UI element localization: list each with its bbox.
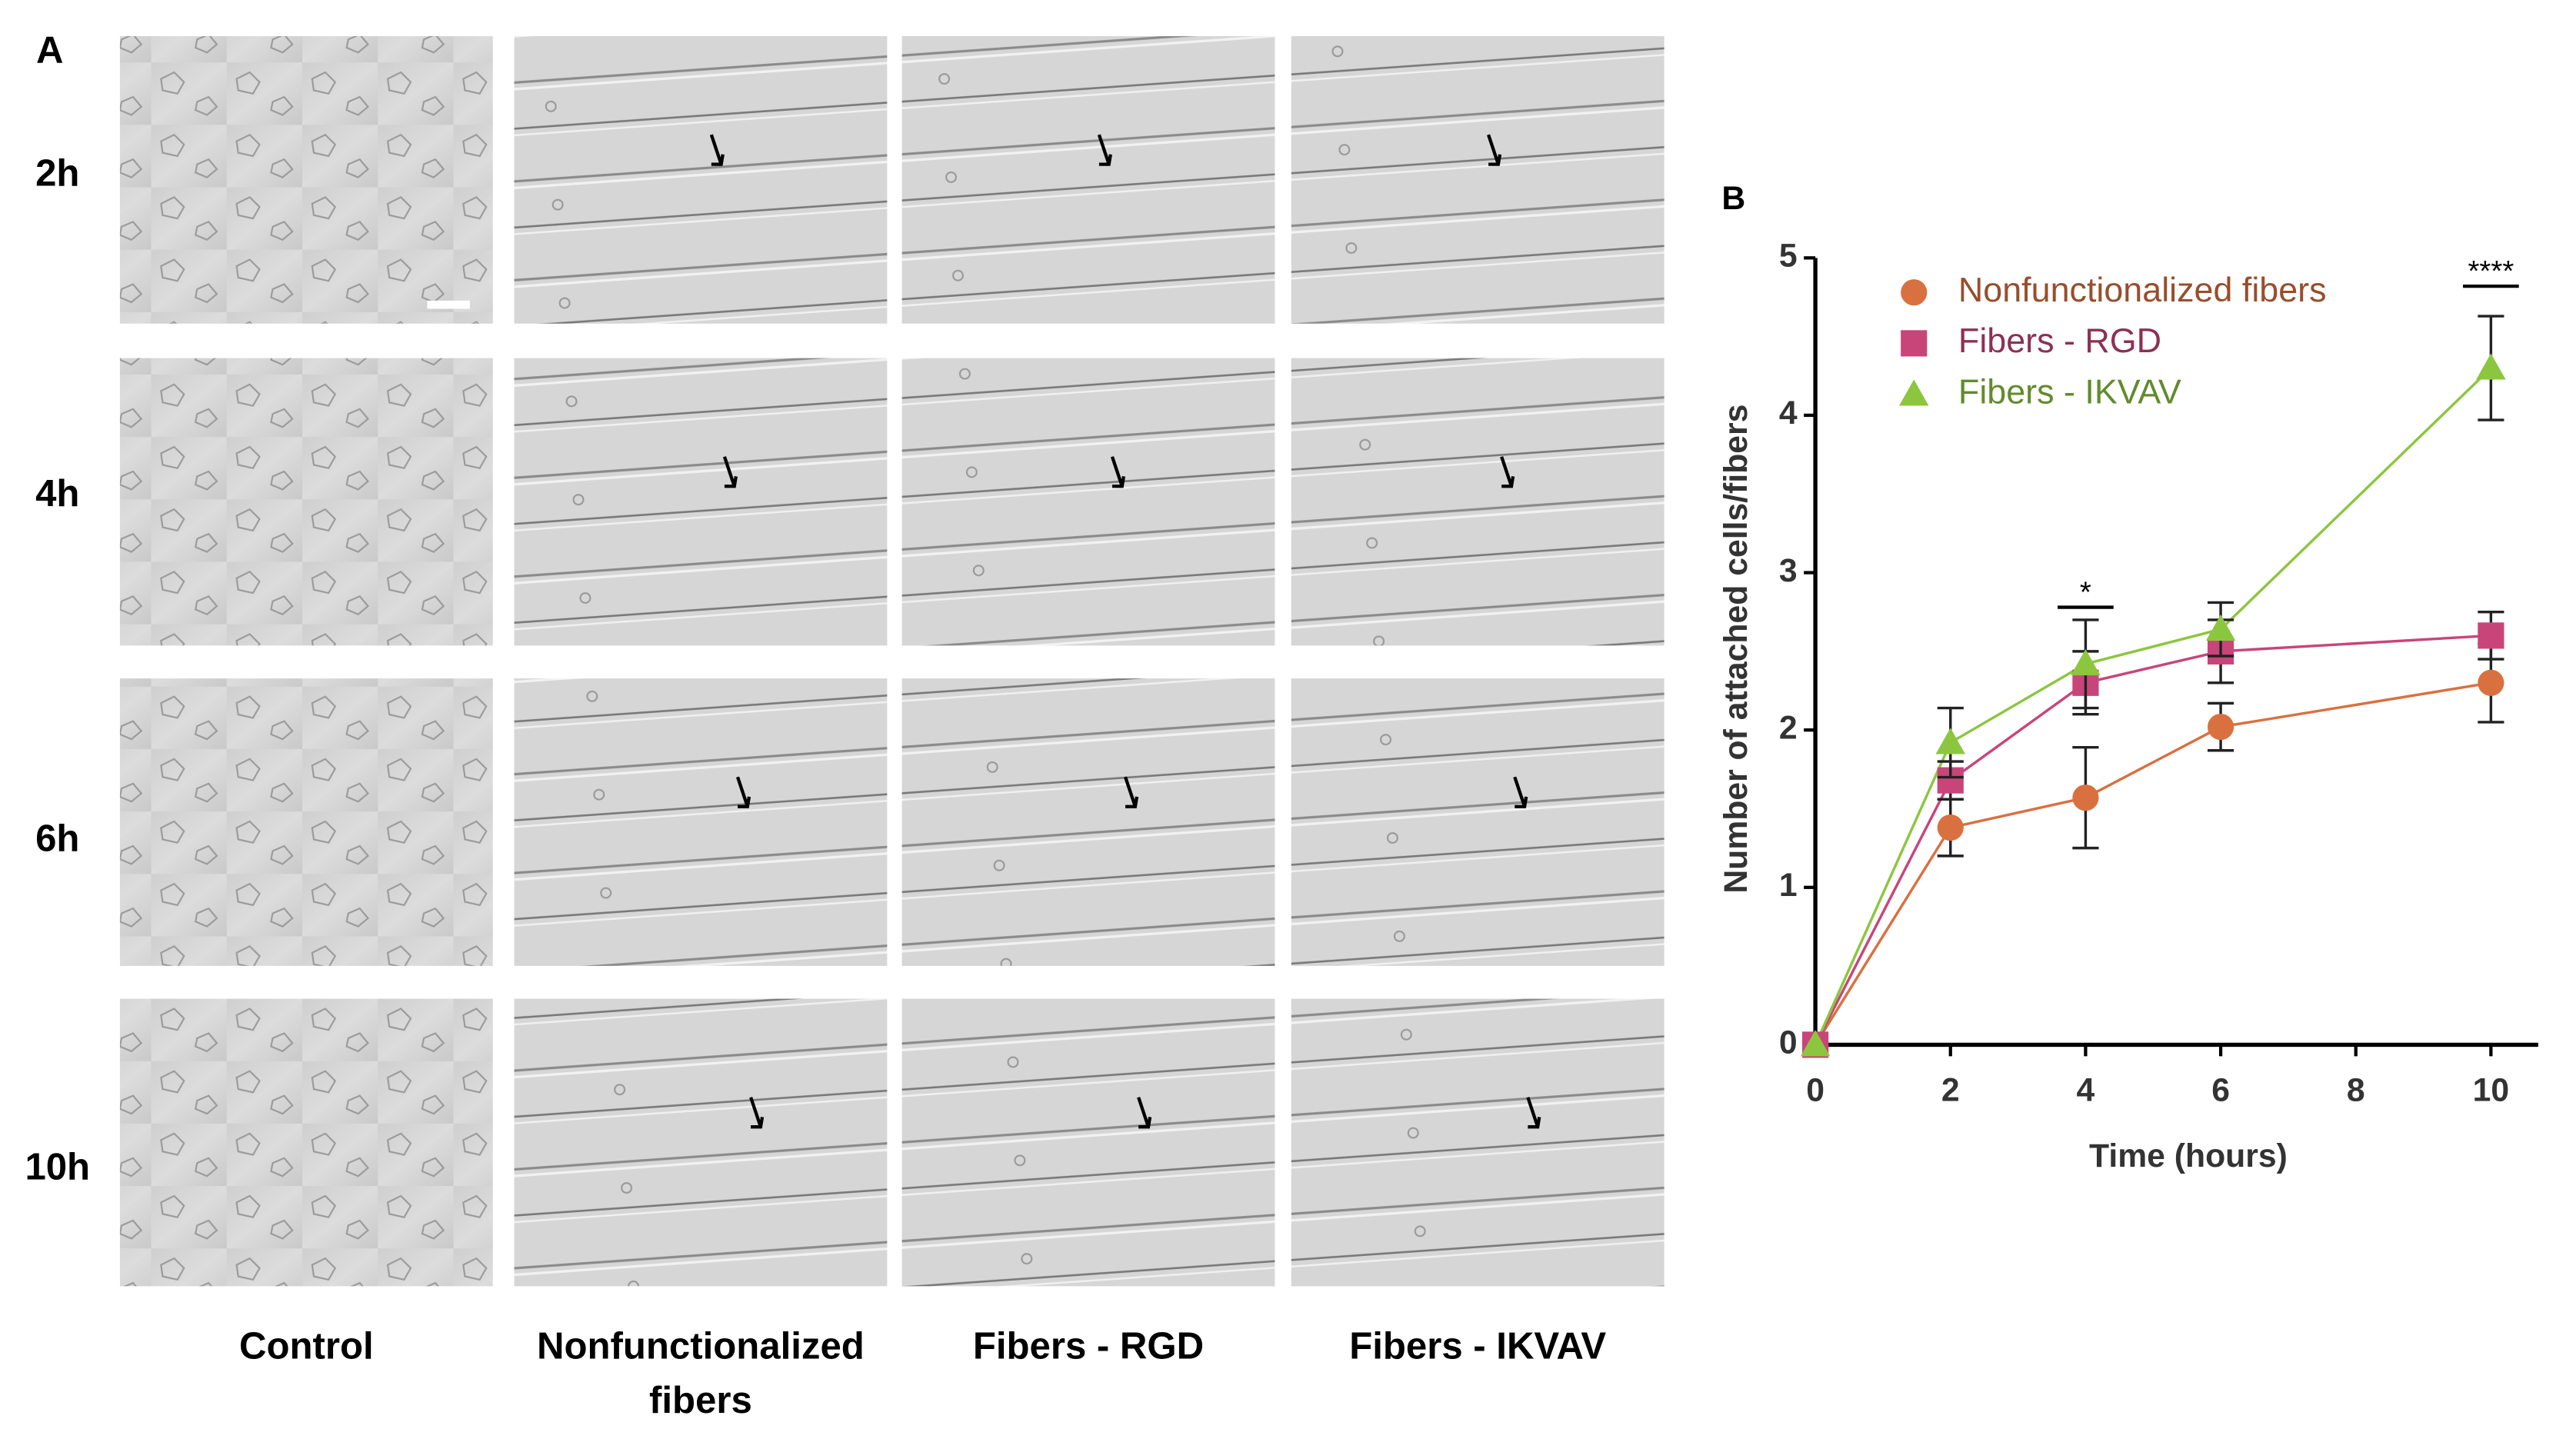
micrograph (901, 358, 1275, 646)
significance-label: **** (2468, 255, 2514, 288)
marker (2205, 614, 2236, 641)
micrograph (514, 358, 888, 646)
y-tick-label: 2 (1779, 709, 1798, 746)
micrograph (901, 35, 1275, 324)
arrow (749, 1097, 765, 1129)
micrograph-grid: 2h 4h 6h 10h Control Nonfunctionalized fibers… (25, 35, 1665, 1421)
series-line (1814, 634, 2491, 1046)
row-label: 10h (25, 1147, 90, 1188)
column-label-box: Nonfunctionalized fibers (537, 1324, 865, 1421)
arrow (735, 776, 751, 808)
marker (1800, 1030, 1831, 1057)
marker (1937, 814, 1964, 841)
micrograph (119, 35, 493, 324)
column-label-box: Fibers - IKVAV (1349, 1324, 1607, 1367)
micrograph (1291, 35, 1665, 324)
arrow (1526, 1097, 1541, 1129)
legend-label: Fibers - IKVAV (1958, 371, 2181, 411)
scale-bar (427, 300, 470, 309)
micrograph (514, 678, 888, 966)
micrograph (514, 998, 888, 1287)
y-axis-label: Number of attached cells/fibers (1718, 405, 1755, 894)
marker (2476, 353, 2506, 380)
marker (2478, 669, 2504, 696)
arrow (1097, 134, 1112, 166)
arrow (1500, 456, 1515, 488)
marker (2478, 622, 2504, 649)
marker (1899, 379, 1929, 406)
micrograph (901, 998, 1275, 1287)
x-tick-label: 2 (1941, 1072, 1960, 1109)
marker (2207, 713, 2234, 741)
micrograph (514, 35, 888, 324)
row-label: 2h (35, 153, 79, 195)
panel-label: B (1721, 180, 1745, 217)
arrow (709, 134, 725, 166)
y-tick-label: 4 (1779, 395, 1798, 431)
series-line (1814, 681, 2491, 1046)
x-tick-label: 4 (2077, 1072, 2095, 1109)
legend-label: Fibers - RGD (1958, 321, 2161, 360)
micrograph (1291, 998, 1665, 1287)
y-tick-label: 3 (1779, 552, 1798, 589)
row-label: 6h (35, 818, 79, 860)
series-line (1814, 367, 2492, 1046)
micrograph (901, 678, 1275, 966)
x-tick-label: 10 (2473, 1072, 2510, 1109)
arrow (1513, 776, 1528, 808)
panel-label: A (36, 29, 63, 71)
column-label: Nonfunctionalized fibers (537, 1324, 865, 1421)
arrow (1110, 456, 1126, 488)
line-chart: B Time (hours) Number of attached cells/… (1718, 180, 2538, 1174)
marker (2071, 649, 2101, 676)
significance-label: * (2080, 576, 2091, 609)
marker (1935, 728, 1965, 754)
micrograph (1291, 358, 1665, 646)
legend-label: Nonfunctionalized fibers (1958, 270, 2327, 309)
arrow (1137, 1097, 1152, 1129)
arrow (722, 456, 738, 488)
x-tick-label: 0 (1806, 1072, 1825, 1109)
y-tick-label: 1 (1779, 867, 1798, 904)
micrograph (119, 998, 493, 1287)
x-axis-label: Time (hours) (2089, 1138, 2288, 1174)
micrograph (119, 358, 493, 646)
x-tick-label: 6 (2211, 1072, 2230, 1109)
y-tick-label: 0 (1779, 1024, 1798, 1061)
column-label: Control (238, 1324, 374, 1367)
column-label: Fibers - IKVAV (1349, 1324, 1607, 1367)
row-label: 4h (35, 473, 79, 515)
y-tick-label: 5 (1779, 238, 1798, 275)
marker (1901, 330, 1928, 357)
arrow (1124, 776, 1139, 808)
column-label-box: Fibers - RGD (972, 1324, 1205, 1367)
arrow (1487, 134, 1502, 166)
marker (2072, 784, 2099, 811)
x-tick-label: 8 (2347, 1072, 2365, 1109)
marker (1901, 279, 1928, 306)
micrograph (1291, 678, 1665, 966)
column-label-box: Control (238, 1324, 374, 1367)
micrograph (119, 678, 493, 966)
column-label: Fibers - RGD (972, 1324, 1205, 1367)
